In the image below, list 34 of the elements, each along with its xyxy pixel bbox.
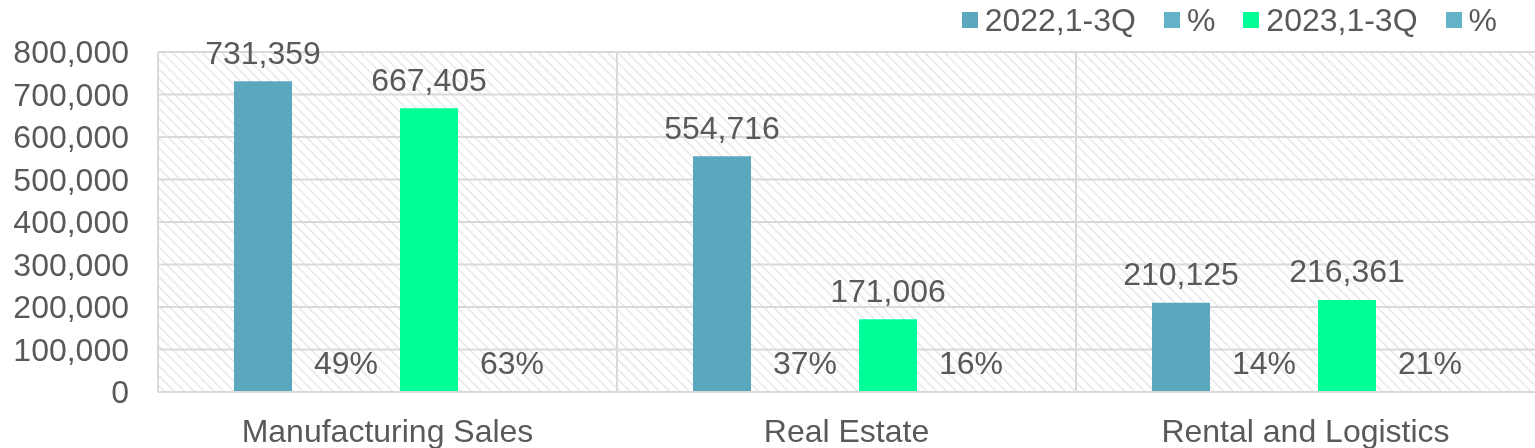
bar	[400, 108, 458, 392]
y-tick-label: 500,000	[13, 161, 129, 198]
data-label: 49%	[313, 345, 379, 382]
x-tick-label: Manufacturing Sales	[241, 412, 534, 448]
y-tick-label: 0	[111, 374, 129, 411]
y-tick-label: 800,000	[13, 34, 129, 71]
bar	[693, 156, 751, 392]
legend-label: %	[1186, 2, 1216, 38]
data-label: 667,405	[371, 61, 487, 98]
data-label: 37%	[772, 345, 838, 382]
y-tick-label: 300,000	[13, 246, 129, 283]
bar	[1152, 302, 1210, 392]
data-label: 16%	[938, 345, 1004, 382]
data-label: 63%	[479, 345, 545, 382]
data-label: 171,006	[830, 272, 946, 309]
data-label: 731,359	[205, 34, 321, 71]
x-tick-label: Rental and Logistics	[1161, 412, 1450, 448]
data-label: 14%	[1231, 345, 1297, 382]
y-tick-label: 700,000	[13, 76, 129, 113]
data-label: 216,361	[1289, 253, 1405, 290]
data-label: 554,716	[664, 109, 780, 146]
x-tick-label: Real Estate	[763, 412, 930, 448]
data-label: 21%	[1397, 345, 1463, 382]
bar	[859, 319, 917, 392]
bar	[234, 81, 292, 392]
legend-label: 2022,1-3Q	[984, 2, 1136, 38]
legend-label: %	[1468, 2, 1497, 38]
y-tick-label: 600,000	[13, 119, 129, 156]
y-tick-label: 200,000	[13, 289, 129, 326]
bar	[1318, 300, 1376, 392]
y-tick-label: 400,000	[13, 204, 129, 241]
data-label: 210,125	[1123, 256, 1239, 293]
y-tick-label: 100,000	[13, 331, 129, 368]
legend-label: 2023,1-3Q	[1266, 2, 1418, 38]
